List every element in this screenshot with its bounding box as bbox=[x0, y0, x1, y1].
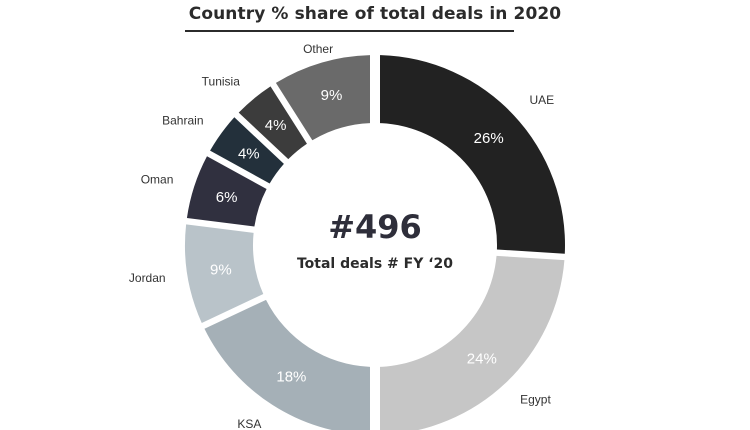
slice-other bbox=[275, 55, 370, 141]
slice-category-jordan: Jordan bbox=[129, 271, 166, 285]
center-total-label: Total deals # FY ‘20 bbox=[297, 256, 453, 272]
slice-tunisia bbox=[238, 86, 307, 160]
slice-category-tunisia: Tunisia bbox=[202, 75, 241, 89]
slice-category-bahrain: Bahrain bbox=[162, 113, 203, 127]
chart-title: Country % share of total deals in 2020 bbox=[188, 4, 562, 24]
slice-oman bbox=[186, 156, 267, 227]
title-underline bbox=[185, 30, 514, 32]
slice-egypt bbox=[380, 255, 565, 430]
donut-labels: 26% UAE 24% Egypt 18% KSA 9% Jordan 6% Oman 4% Bahr… bbox=[129, 42, 554, 430]
slice-category-ksa: KSA bbox=[237, 417, 261, 430]
slice-percent-bahrain: 4% bbox=[238, 145, 260, 162]
slice-percent-jordan: 9% bbox=[210, 261, 232, 278]
slice-ksa bbox=[204, 299, 370, 430]
slice-category-uae: UAE bbox=[530, 93, 555, 107]
slice-percent-ksa: 18% bbox=[276, 369, 306, 386]
slice-jordan bbox=[184, 224, 264, 323]
center-total-value: #496 bbox=[328, 208, 422, 246]
donut-slices bbox=[184, 55, 566, 430]
slice-category-egypt: Egypt bbox=[520, 393, 551, 407]
slice-percent-tunisia: 4% bbox=[265, 117, 287, 134]
slice-percent-egypt: 24% bbox=[467, 351, 497, 368]
slice-bahrain bbox=[210, 117, 284, 184]
slice-category-other: Other bbox=[303, 42, 333, 56]
slice-percent-uae: 26% bbox=[474, 130, 504, 147]
slice-category-oman: Oman bbox=[141, 173, 174, 187]
slice-uae bbox=[380, 55, 566, 254]
slice-percent-other: 9% bbox=[321, 87, 343, 104]
slice-percent-oman: 6% bbox=[216, 189, 238, 206]
